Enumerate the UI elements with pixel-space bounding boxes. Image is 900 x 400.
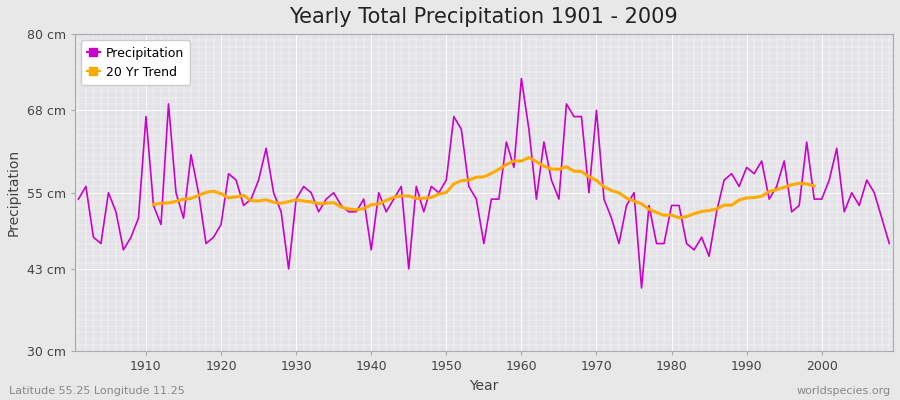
Line: Precipitation: Precipitation bbox=[78, 78, 889, 288]
X-axis label: Year: Year bbox=[469, 379, 499, 393]
20 Yr Trend bbox=[809, 184, 820, 188]
20 Yr Trend bbox=[284, 199, 294, 204]
Title: Yearly Total Precipitation 1901 - 2009: Yearly Total Precipitation 1901 - 2009 bbox=[290, 7, 679, 27]
Text: Latitude 55.25 Longitude 11.25: Latitude 55.25 Longitude 11.25 bbox=[9, 386, 184, 396]
20 Yr Trend bbox=[148, 202, 159, 207]
Precipitation bbox=[636, 286, 647, 290]
Precipitation bbox=[298, 184, 309, 189]
Precipitation bbox=[614, 241, 625, 246]
Line: 20 Yr Trend: 20 Yr Trend bbox=[154, 158, 814, 218]
20 Yr Trend bbox=[403, 194, 414, 198]
20 Yr Trend bbox=[486, 171, 497, 176]
20 Yr Trend bbox=[216, 191, 227, 196]
20 Yr Trend bbox=[524, 155, 535, 160]
Precipitation bbox=[516, 76, 526, 81]
Legend: Precipitation, 20 Yr Trend: Precipitation, 20 Yr Trend bbox=[81, 40, 191, 85]
20 Yr Trend bbox=[749, 195, 760, 200]
Y-axis label: Precipitation: Precipitation bbox=[7, 149, 21, 236]
Text: worldspecies.org: worldspecies.org bbox=[796, 386, 891, 396]
20 Yr Trend bbox=[674, 216, 685, 220]
Precipitation bbox=[133, 216, 144, 220]
Precipitation bbox=[73, 197, 84, 202]
Precipitation bbox=[508, 165, 519, 170]
20 Yr Trend bbox=[230, 194, 241, 199]
Precipitation bbox=[884, 241, 895, 246]
Precipitation bbox=[343, 210, 354, 214]
Precipitation bbox=[524, 127, 535, 132]
